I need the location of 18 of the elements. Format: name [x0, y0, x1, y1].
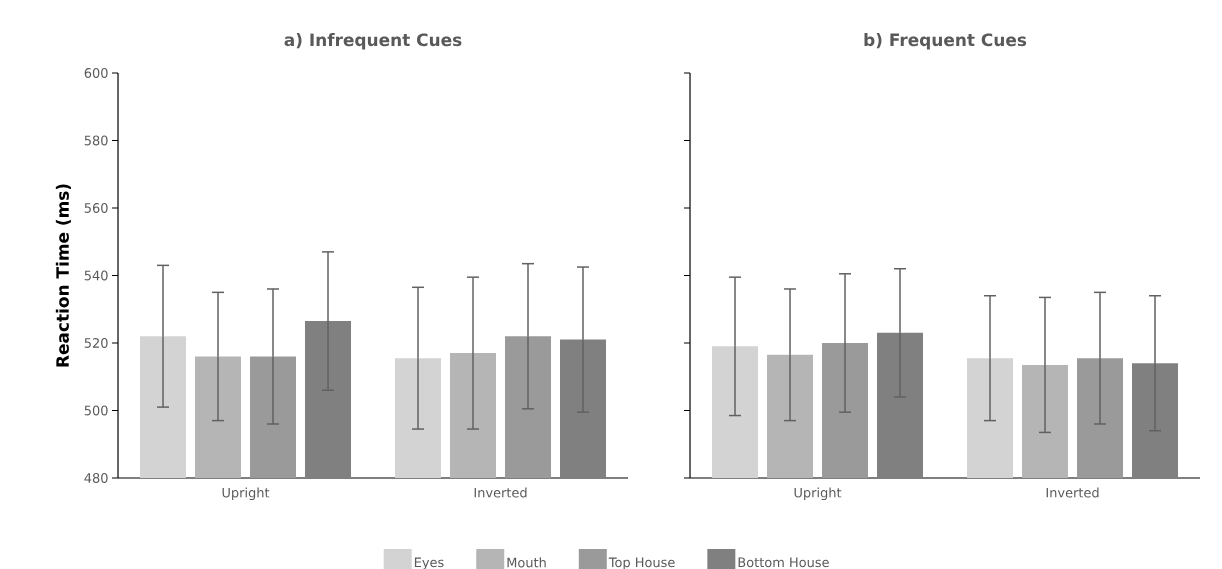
y-tick-label: 540	[84, 270, 108, 281]
x-tick-label: Upright	[222, 487, 270, 501]
y-tick-label: 580	[84, 135, 108, 146]
legend-label: Eyes	[414, 557, 444, 569]
x-tick-label: Inverted	[1046, 487, 1099, 498]
y-tick-label: 560	[84, 203, 108, 213]
legend-label: Mouth	[507, 557, 546, 568]
y-tick-label: 520	[84, 338, 108, 348]
chart-title: a) Infrequent Cues	[284, 33, 462, 50]
y-tick-label: 480	[84, 473, 108, 483]
y-tick-label: 600	[84, 68, 108, 78]
y-tick-label: 500	[84, 405, 108, 416]
legend-label: Bottom House	[738, 557, 829, 568]
legend-label: Top House	[608, 557, 675, 569]
x-tick-label: Inverted	[474, 487, 527, 498]
x-tick-label: Upright	[794, 487, 842, 501]
chart-title: b) Frequent Cues	[864, 33, 1027, 50]
y-axis-title: Reaction Time (ms)	[55, 184, 71, 367]
